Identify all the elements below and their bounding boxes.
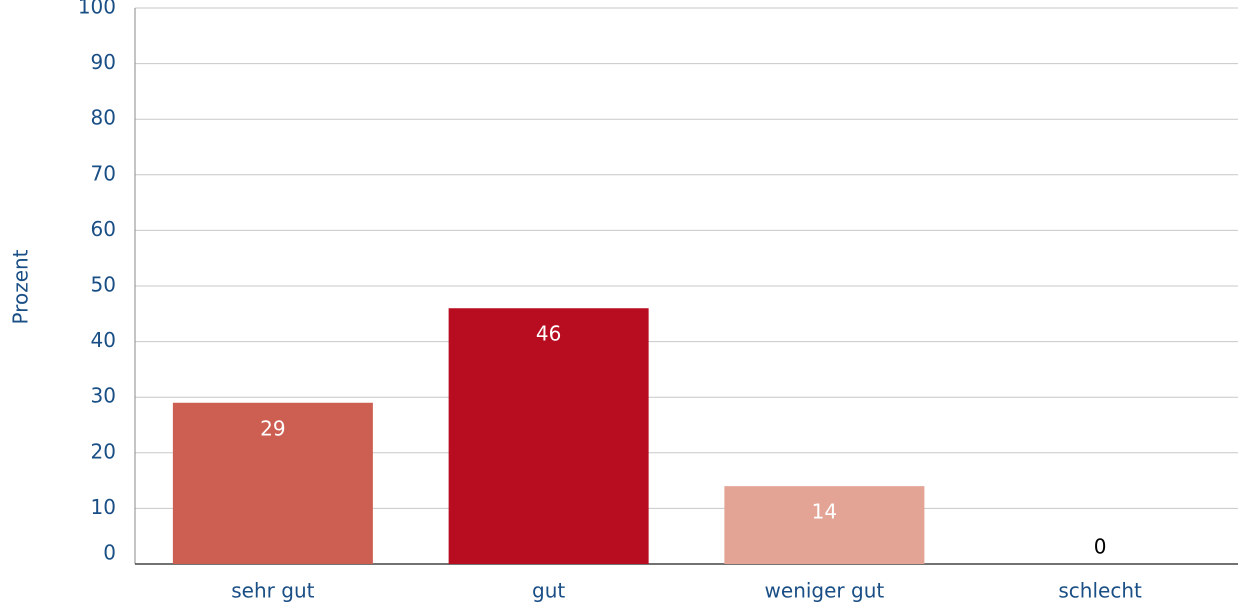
y-tick-label: 10	[91, 495, 116, 519]
y-tick-label: 60	[91, 217, 116, 241]
bar	[724, 486, 925, 564]
y-tick-label: 80	[91, 106, 116, 130]
x-tick-label: schlecht	[1058, 579, 1142, 603]
x-tick-label: sehr gut	[231, 579, 314, 603]
y-tick-label: 90	[91, 50, 116, 74]
data-label: 0	[1094, 535, 1107, 559]
y-tick-label: 30	[91, 384, 116, 408]
y-tick-label: 20	[91, 439, 116, 463]
data-label: 14	[812, 500, 837, 524]
data-label: 46	[536, 322, 561, 346]
x-tick-label: gut	[532, 579, 565, 603]
y-tick-label: 100	[78, 0, 116, 19]
bar	[448, 308, 649, 564]
bar	[172, 402, 373, 564]
data-label: 29	[260, 416, 285, 440]
y-tick-label: 70	[91, 161, 116, 185]
y-tick-label: 50	[91, 273, 116, 297]
x-tick-label: weniger gut	[765, 579, 885, 603]
y-tick-label: 40	[91, 328, 116, 352]
y-tick-label: 0	[103, 541, 116, 565]
y-axis-label: Prozent	[9, 249, 33, 324]
